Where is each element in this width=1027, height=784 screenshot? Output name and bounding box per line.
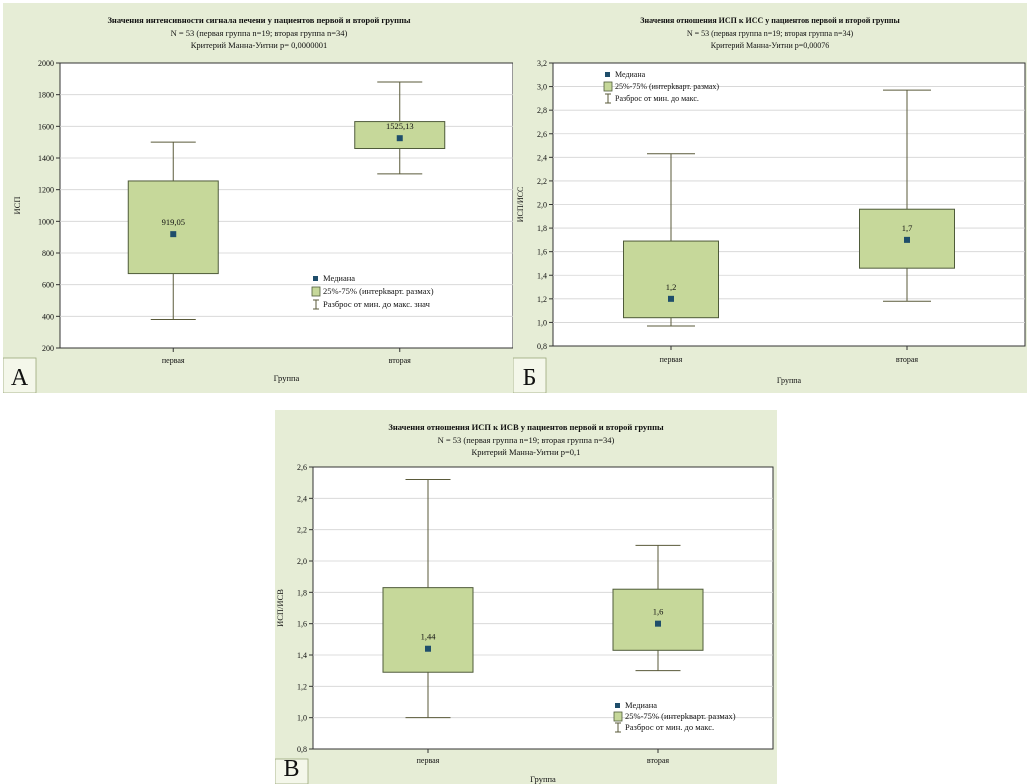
median-label: 1,7 [902, 223, 913, 233]
median-marker [396, 135, 403, 142]
chart-subtitle: N = 53 (первая группа n=19; вторая групп… [171, 28, 348, 38]
legend-median-marker [615, 703, 620, 708]
y-tick-label: 2000 [38, 59, 54, 68]
chart-subtitle: Критерий Манна-Уитни p=0,1 [472, 447, 581, 457]
median-marker [655, 620, 661, 627]
chart-title: Значения интенсивности сигнала печени у … [107, 15, 410, 25]
y-tick-label: 1200 [38, 186, 54, 195]
y-tick-label: 2,0 [297, 557, 307, 566]
y-tick-label: 1,0 [297, 714, 307, 723]
iqr-box [127, 180, 219, 275]
legend-box-label: 25%-75% (интерkварт. размах) [615, 82, 719, 91]
legend-box-swatch [311, 286, 321, 297]
x-tick-label: вторая [389, 356, 412, 365]
iqr-box [354, 121, 446, 150]
x-tick-label: вторая [896, 355, 919, 364]
legend-whisker-label: Разброс от мин. до макс. [625, 722, 714, 732]
median-label: 1,6 [653, 607, 664, 617]
y-tick-label: 1,0 [537, 318, 547, 327]
iqr-box [382, 587, 474, 673]
median-label: 919,05 [162, 217, 185, 227]
x-tick-label: вторая [647, 756, 670, 765]
y-tick-label: 1,8 [297, 588, 307, 597]
legend-box-label: 25%-75% (интерkварт. размах) [323, 286, 434, 296]
y-tick-label: 1,8 [537, 224, 547, 233]
legend-median-label: Медиана [625, 700, 657, 710]
x-tick-label: первая [660, 355, 683, 364]
panel-letter: Б [523, 365, 537, 391]
y-tick-label: 2,4 [297, 494, 307, 503]
y-tick-label: 2,4 [537, 153, 547, 162]
iqr-box [612, 588, 704, 651]
x-tick-label: первая [162, 356, 185, 365]
plot-area [312, 466, 774, 750]
boxplot-chart-b: 0,8 1,0 1,2 1,4 1,6 1,8 2,0 2,2 2,4 2,6 2,8 3,0 3,2 З… [513, 3, 1027, 393]
legend-median-label: Медиана [615, 70, 646, 79]
y-tick-label: 600 [42, 281, 54, 290]
y-tick-label: 1,6 [537, 248, 547, 257]
y-tick-label: 0,8 [297, 745, 307, 754]
legend-median-marker [313, 276, 318, 281]
y-tick-label: 0,8 [537, 342, 547, 351]
legend-box-swatch [603, 81, 613, 92]
y-tick-label: 1,4 [537, 271, 547, 280]
y-tick-label: 2,0 [537, 201, 547, 210]
x-axis-label: Группа [274, 373, 300, 383]
y-tick-label: 200 [42, 344, 54, 353]
y-tick-label: 1600 [38, 122, 54, 131]
y-tick-label: 400 [42, 312, 54, 321]
legend: Медиана 25%-75% (интерkварт. размах) Разбр… [311, 273, 434, 310]
chart-subtitle: Критерий Манна-Уитни p=0,00076 [711, 41, 829, 50]
median-marker [170, 231, 177, 238]
y-axis-label: ИСП [12, 197, 22, 215]
median-label: 1,2 [666, 282, 677, 292]
x-tick-label: первая [417, 756, 440, 765]
panel-letter-box [513, 357, 547, 393]
chart-title: Значения отношения ИСП к ИСС у пациентов… [640, 16, 900, 25]
iqr-box [623, 240, 719, 319]
y-tick-label: 3,2 [537, 59, 547, 68]
median-marker [904, 236, 910, 243]
median-label: 1525,13 [386, 121, 414, 131]
y-tick-label: 1,6 [297, 620, 307, 629]
legend-whisker-label: Разброс от мин. до макс. [615, 94, 699, 103]
chart-subtitle: N = 53 (первая группа n=19; вторая групп… [687, 29, 854, 38]
boxplot-chart-c: 0,8 1,0 1,2 1,4 1,6 1,8 2,0 2,2 2,4 2,6 Значения о… [275, 410, 777, 784]
median-marker [668, 295, 674, 302]
y-tick-label: 1,4 [297, 651, 307, 660]
y-tick-label: 1800 [38, 91, 54, 100]
median-marker [425, 645, 431, 652]
median-label: 1,44 [421, 632, 437, 642]
legend-median-label: Медиана [323, 273, 355, 283]
boxplot-chart-a: 200 400 600 800 1000 1200 1400 1600 1800 2000 Знач… [3, 3, 515, 393]
chart-title: Значения отношения ИСП к ИСВ у пациентов… [388, 422, 664, 432]
legend: Медиана 25%-75% (интерkварт. размах) Разбр… [603, 70, 719, 104]
panel-letter-box [3, 357, 37, 393]
y-tick-label: 3,0 [537, 83, 547, 92]
y-tick-label: 2,2 [537, 177, 547, 186]
panel-letter: А [11, 365, 29, 391]
y-tick-label: 800 [42, 249, 54, 258]
y-axis-label: ИСП/ИСС [516, 187, 525, 223]
y-tick-label: 2,6 [537, 130, 547, 139]
y-tick-label: 1400 [38, 154, 54, 163]
legend-whisker-label: Разброс от мин. до макс. знач [323, 299, 431, 309]
y-tick-label: 2,2 [297, 526, 307, 535]
chart-subtitle: Критерий Манна-Уитни p= 0,0000001 [191, 40, 328, 50]
chart-subtitle: N = 53 (первая группа n=19; вторая групп… [438, 435, 615, 445]
y-axis-label: ИСП/ИСВ [275, 589, 285, 627]
x-axis-label: Группа [530, 774, 556, 784]
y-tick-label: 2,8 [537, 106, 547, 115]
panel-letter: В [283, 756, 299, 782]
legend-box-swatch [613, 711, 623, 722]
panel-letter-box [275, 758, 309, 784]
legend-box-label: 25%-75% (интерkварт. размах) [625, 711, 736, 721]
x-axis-label: Группа [777, 376, 802, 385]
y-tick-label: 1000 [38, 217, 54, 226]
y-tick-label: 1,2 [297, 682, 307, 691]
legend-median-marker [605, 72, 610, 77]
y-tick-label: 2,6 [297, 463, 307, 472]
y-tick-label: 1,2 [537, 295, 547, 304]
